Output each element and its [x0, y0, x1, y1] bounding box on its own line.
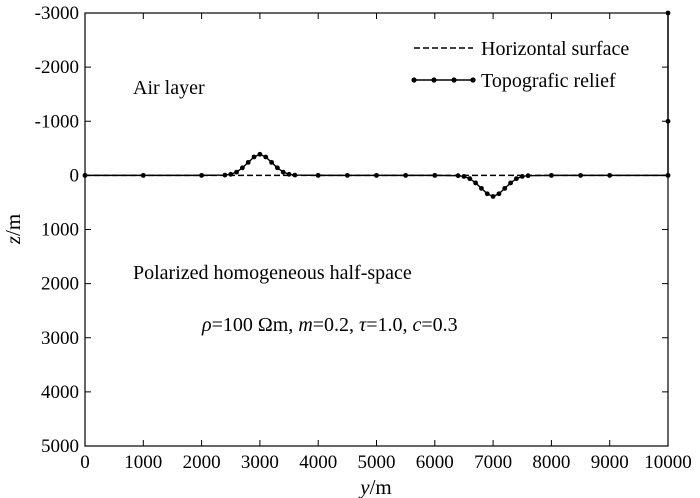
legend-relief-dot [431, 77, 437, 83]
series-point [140, 172, 146, 178]
series-point [315, 172, 321, 178]
parameter-text-part: m [298, 314, 312, 336]
series-point [484, 191, 490, 197]
legend-relief-dot [451, 77, 457, 83]
x-axis-title-variable: y [358, 475, 370, 498]
y-tick-label: 3000 [41, 328, 79, 349]
series-point [199, 172, 205, 178]
x-tick-label: 3000 [241, 452, 279, 473]
series-point [269, 159, 274, 165]
series-point [263, 154, 269, 160]
legend: Horizontal surface Topografic relief [411, 38, 629, 92]
series-point [490, 194, 496, 199]
series-point [432, 172, 438, 178]
y-tick-label: 5000 [41, 436, 79, 457]
ticks: 0 1000 2000 3000 4000 5000 6000 7000 8000 9000 100… [35, 3, 692, 473]
parameter-text-part: =0.3 [421, 314, 457, 336]
y-tick-label: -1000 [35, 111, 79, 132]
y-axis-title-variable: z [1, 236, 25, 245]
series-point [274, 165, 280, 171]
series-point [228, 171, 234, 177]
y-tick-label: 0 [70, 165, 80, 186]
y-axis-title-unit: /m [1, 214, 25, 236]
series-point [578, 172, 583, 178]
y-tick-label: -3000 [35, 3, 79, 24]
legend-label-horizontal-surface: Horizontal surface [481, 38, 629, 60]
x-tick-label: 10000 [644, 452, 692, 473]
series-point [403, 172, 409, 178]
parameter-text-part: =0.2, [313, 314, 359, 336]
legend-relief-dot [411, 77, 417, 83]
series-point [461, 174, 467, 179]
series-point [251, 154, 257, 160]
series-point [344, 172, 350, 178]
series-point [508, 180, 513, 186]
parameter-text-part: τ [359, 314, 367, 336]
series-point [665, 118, 671, 124]
series-layer [82, 10, 671, 199]
series-point [245, 159, 251, 165]
series-point [665, 10, 671, 16]
parameter-text-part: c [413, 314, 422, 336]
x-tick-label: 5000 [358, 452, 396, 473]
y-tick-label: 1000 [41, 220, 79, 241]
legend-label-topografic-relief: Topografic relief [481, 70, 616, 92]
y-tick-label: 2000 [41, 274, 79, 295]
series-point [374, 172, 379, 178]
legend-relief-dot [470, 77, 476, 83]
series-point [286, 171, 292, 177]
x-tick-label: 4000 [299, 452, 337, 473]
series-point [257, 151, 263, 157]
model-parameters-label: ρ=100 Ωm, m=0.2, τ=1.0, c=0.3 [201, 314, 458, 336]
series-point [525, 173, 531, 179]
y-tick-label: 4000 [41, 382, 79, 403]
series-point [473, 180, 479, 186]
series-point [514, 176, 519, 182]
air-layer-label: Air layer [133, 77, 205, 99]
series-point [292, 172, 298, 178]
y-axis-title: z/m [1, 214, 25, 245]
series-point [665, 172, 671, 178]
series-point [455, 173, 461, 179]
parameter-text-part: ρ [201, 314, 212, 336]
series-point [467, 176, 473, 182]
series-point [280, 169, 286, 175]
series-point [222, 172, 228, 178]
parameter-text-part: =100 Ωm, [212, 314, 299, 336]
series-point [234, 169, 239, 175]
x-axis-title: y/m [358, 475, 392, 498]
series-point [607, 172, 613, 178]
series-point [479, 185, 484, 191]
x-tick-label: 2000 [183, 452, 221, 473]
series-point [240, 165, 245, 171]
x-tick-label: 8000 [532, 452, 570, 473]
series-point [519, 174, 525, 179]
x-tick-label: 9000 [591, 452, 629, 473]
x-tick-label: 0 [80, 452, 90, 473]
x-axis-title-unit: /m [370, 475, 392, 498]
series-point [82, 172, 88, 178]
parameter-text-part: =1.0, [366, 314, 412, 336]
half-space-label: Polarized homogeneous half-space [133, 262, 412, 284]
series-point [549, 172, 554, 178]
series-point [502, 185, 508, 191]
series-line-1 [85, 13, 669, 198]
x-tick-label: 7000 [474, 452, 512, 473]
x-tick-label: 1000 [124, 452, 162, 473]
y-tick-label: -2000 [35, 57, 79, 78]
x-tick-label: 6000 [416, 452, 454, 473]
series-point [496, 191, 502, 197]
